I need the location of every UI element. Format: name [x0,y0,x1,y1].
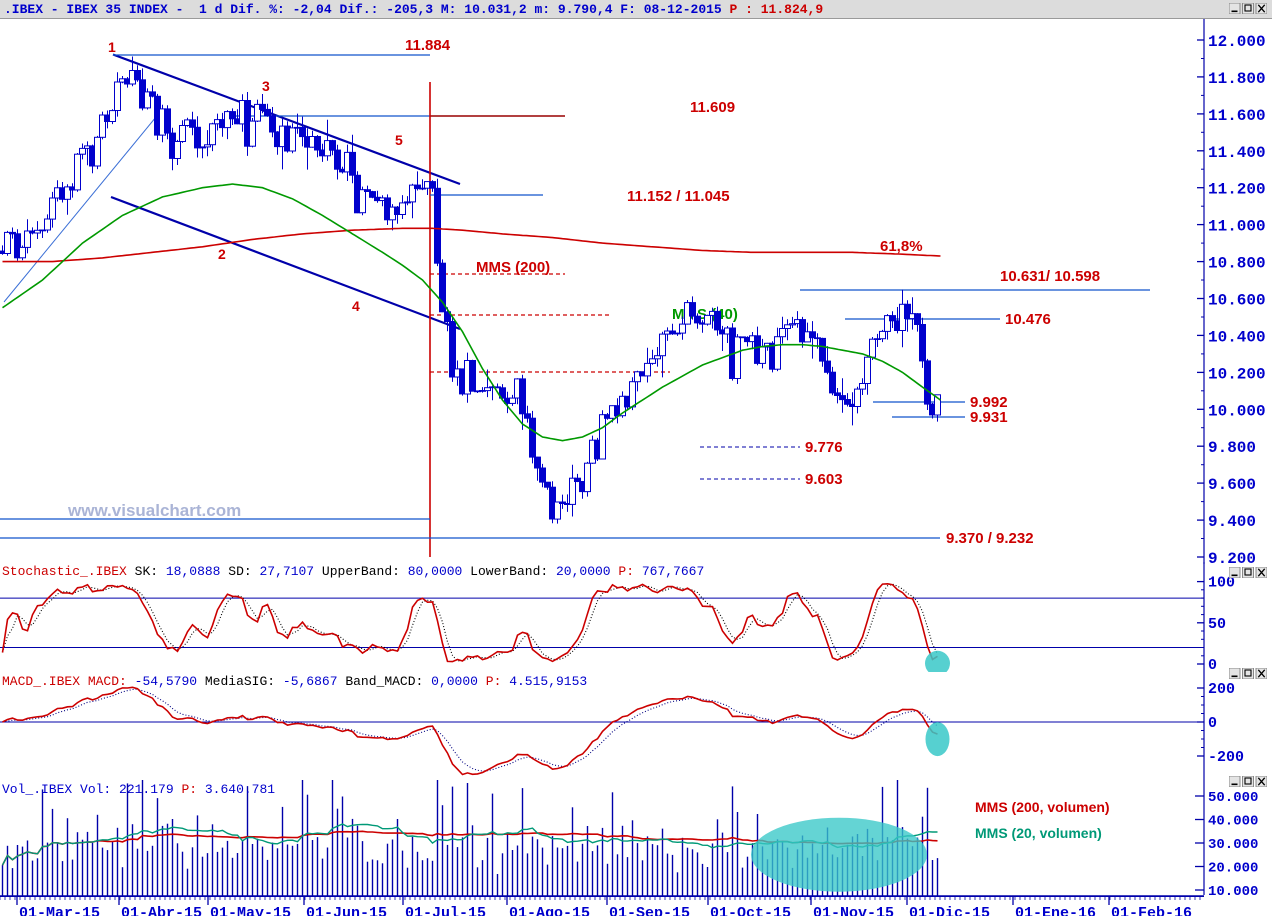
svg-text:9.776: 9.776 [805,439,843,456]
svg-text:01-Nov-15: 01-Nov-15 [813,905,894,916]
svg-text:61,8%: 61,8% [880,238,923,255]
svg-text:01-Oct-15: 01-Oct-15 [710,905,791,916]
svg-text:5: 5 [395,132,403,148]
svg-text:10.200: 10.200 [1208,365,1266,383]
svg-text:10.000: 10.000 [1208,402,1266,420]
svg-text:11.609: 11.609 [690,99,735,116]
svg-text:40.000: 40.000 [1208,814,1258,830]
svg-text:MMS (20, volumen): MMS (20, volumen) [975,825,1102,841]
svg-text:3: 3 [262,78,270,94]
svg-text:200: 200 [1208,681,1235,698]
svg-text:9.600: 9.600 [1208,476,1256,494]
svg-text:12.000: 12.000 [1208,33,1266,51]
svg-text:01-Ago-15: 01-Ago-15 [509,905,590,916]
svg-text:9.800: 9.800 [1208,439,1256,457]
svg-text:20.000: 20.000 [1208,861,1258,877]
svg-text:www.visualchart.com: www.visualchart.com [67,501,241,520]
svg-text:0: 0 [1208,715,1217,732]
svg-text:01-Feb-16: 01-Feb-16 [1111,905,1192,916]
svg-text:2: 2 [218,246,226,262]
svg-text:01-Abr-15: 01-Abr-15 [121,905,202,916]
svg-text:10.400: 10.400 [1208,328,1266,346]
svg-text:11.800: 11.800 [1208,70,1266,88]
svg-text:50.000: 50.000 [1208,790,1258,806]
svg-text:01-May-15: 01-May-15 [210,905,291,916]
svg-text:9.370 / 9.232: 9.370 / 9.232 [946,530,1034,547]
svg-text:11.200: 11.200 [1208,181,1266,199]
svg-text:MMS (200, volumen): MMS (200, volumen) [975,799,1110,815]
svg-text:11.400: 11.400 [1208,144,1266,162]
svg-text:01-Dic-15: 01-Dic-15 [909,905,990,916]
svg-text:1: 1 [108,39,116,55]
svg-text:-200: -200 [1208,749,1244,766]
svg-text:10.800: 10.800 [1208,255,1266,273]
svg-text:9.400: 9.400 [1208,513,1256,531]
svg-text:01-Mar-15: 01-Mar-15 [19,905,100,916]
svg-text:11.152 / 11.045: 11.152 / 11.045 [627,188,730,205]
svg-text:11.600: 11.600 [1208,107,1266,125]
svg-text:10.631/ 10.598: 10.631/ 10.598 [1000,268,1100,285]
svg-text:4: 4 [352,298,360,314]
svg-text:01-Ene-16: 01-Ene-16 [1015,905,1096,916]
svg-text:9.603: 9.603 [805,471,843,488]
svg-text:11.000: 11.000 [1208,218,1266,236]
svg-text:30.000: 30.000 [1208,837,1258,853]
svg-text:50: 50 [1208,616,1226,633]
svg-text:01-Sep-15: 01-Sep-15 [609,905,690,916]
svg-text:10.476: 10.476 [1005,311,1051,328]
svg-text:11.884: 11.884 [405,37,451,54]
svg-text:01-Jul-15: 01-Jul-15 [405,905,486,916]
svg-text:9.931: 9.931 [970,409,1008,426]
svg-text:0: 0 [1208,657,1217,672]
svg-text:01-Jun-15: 01-Jun-15 [306,905,387,916]
svg-text:10.600: 10.600 [1208,292,1266,310]
